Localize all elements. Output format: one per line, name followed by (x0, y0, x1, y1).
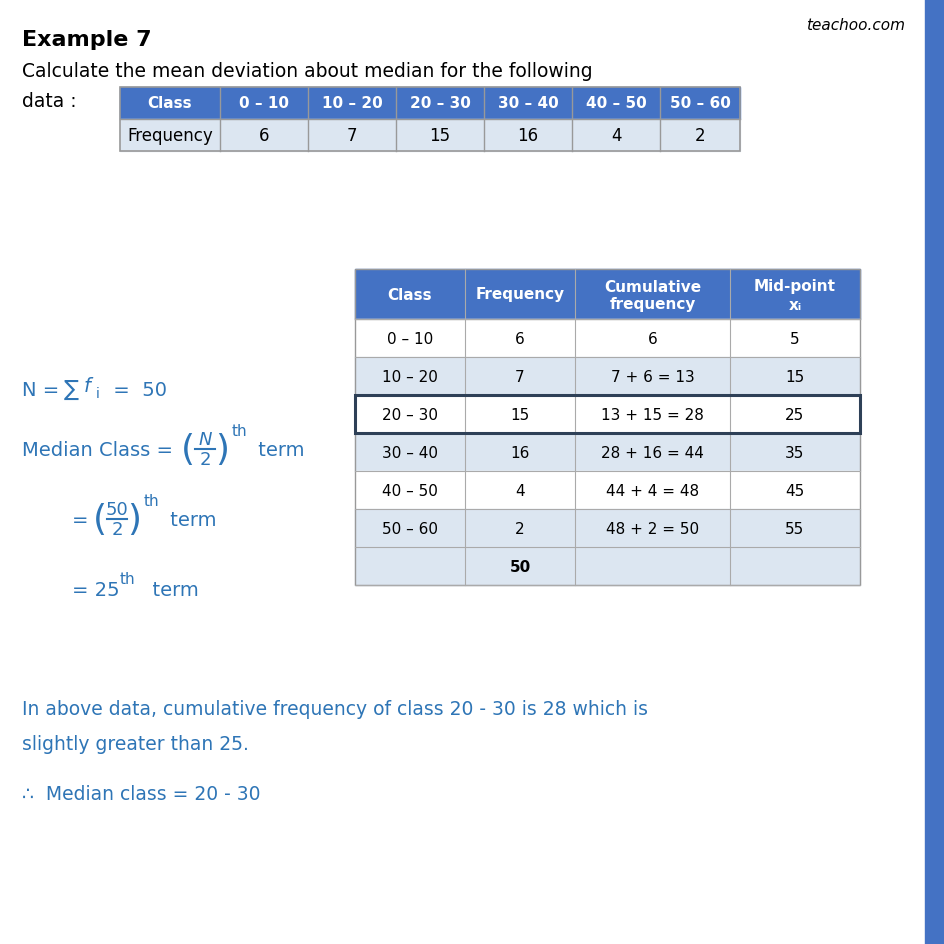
Bar (355, 548, 859, 585)
Text: slightly greater than 25.: slightly greater than 25. (22, 734, 248, 753)
Text: 2: 2 (514, 521, 524, 536)
Text: 16: 16 (517, 126, 538, 144)
Text: 15: 15 (510, 407, 529, 422)
Text: 16: 16 (510, 445, 530, 460)
Text: Frequency: Frequency (127, 126, 212, 144)
Text: 7 + 6 = 13: 7 + 6 = 13 (610, 369, 694, 384)
Text: 4: 4 (610, 126, 620, 144)
Text: data :: data : (22, 92, 76, 110)
Text: 6: 6 (647, 331, 657, 346)
Text: 2: 2 (111, 520, 123, 538)
Text: (: ( (93, 502, 107, 536)
Text: Cumulative: Cumulative (603, 279, 700, 295)
Text: ∑: ∑ (64, 379, 79, 399)
Text: 45: 45 (784, 483, 803, 498)
Text: th: th (120, 572, 136, 587)
Text: 15: 15 (429, 126, 450, 144)
Text: ): ) (215, 432, 228, 466)
Text: (: ( (180, 432, 194, 466)
Text: 40 – 50: 40 – 50 (585, 96, 646, 111)
Text: N =: N = (22, 380, 65, 399)
Text: 30 – 40: 30 – 40 (497, 96, 558, 111)
Text: Mid-point: Mid-point (753, 279, 835, 295)
Text: 20 – 30: 20 – 30 (409, 96, 470, 111)
Text: xᵢ: xᵢ (787, 297, 801, 312)
Text: 15: 15 (784, 369, 803, 384)
Bar (355, 270, 859, 320)
Text: 50: 50 (106, 500, 128, 518)
Text: ∴  Median class = 20 - 30: ∴ Median class = 20 - 30 (22, 784, 261, 803)
Bar (355, 396, 859, 433)
Text: 30 – 40: 30 – 40 (381, 445, 437, 460)
Text: Median Class =: Median Class = (22, 440, 179, 459)
Bar (355, 396, 859, 433)
Text: 28 + 16 = 44: 28 + 16 = 44 (600, 445, 703, 460)
Text: 10 – 20: 10 – 20 (381, 369, 437, 384)
Text: 2: 2 (694, 126, 704, 144)
Text: N: N (198, 430, 211, 448)
Text: 2: 2 (199, 450, 211, 468)
Text: 55: 55 (784, 521, 803, 536)
Text: ): ) (126, 502, 141, 536)
Text: th: th (232, 424, 247, 439)
Text: = 25: = 25 (72, 580, 120, 598)
Text: 13 + 15 = 28: 13 + 15 = 28 (600, 407, 703, 422)
Text: 20 – 30: 20 – 30 (381, 407, 437, 422)
Text: 7: 7 (514, 369, 524, 384)
Text: Frequency: Frequency (475, 287, 564, 302)
Text: 7: 7 (346, 126, 357, 144)
Text: =  50: = 50 (107, 380, 167, 399)
Text: 40 – 50: 40 – 50 (381, 483, 437, 498)
Bar (120, 120, 739, 152)
Bar (355, 358, 859, 396)
Text: In above data, cumulative frequency of class 20 - 30 is 28 which is: In above data, cumulative frequency of c… (22, 700, 648, 718)
Bar (355, 270, 859, 585)
Text: Calculate the mean deviation about median for the following: Calculate the mean deviation about media… (22, 62, 592, 81)
Text: frequency: frequency (609, 297, 695, 312)
Text: term: term (252, 440, 304, 459)
Bar (924, 0, 944, 944)
Text: 50 – 60: 50 – 60 (381, 521, 437, 536)
Text: 50 – 60: 50 – 60 (669, 96, 730, 111)
Bar (355, 433, 859, 471)
Text: teachoo.com: teachoo.com (805, 18, 904, 33)
Bar (120, 88, 739, 152)
Text: term: term (140, 580, 198, 598)
Text: 0 – 10: 0 – 10 (386, 331, 432, 346)
Text: f: f (84, 376, 91, 396)
Text: 44 + 4 = 48: 44 + 4 = 48 (605, 483, 699, 498)
Text: 0 – 10: 0 – 10 (239, 96, 289, 111)
Text: 25: 25 (784, 407, 803, 422)
Text: 6: 6 (514, 331, 524, 346)
Text: 50: 50 (509, 559, 531, 574)
Text: 35: 35 (784, 445, 804, 460)
Text: Example 7: Example 7 (22, 30, 151, 50)
Bar (355, 471, 859, 510)
Text: Class: Class (387, 287, 431, 302)
Bar (120, 88, 739, 120)
Text: th: th (143, 494, 160, 509)
Text: term: term (164, 510, 216, 529)
Text: 5: 5 (789, 331, 799, 346)
Text: 6: 6 (259, 126, 269, 144)
Bar (355, 320, 859, 358)
Text: =: = (72, 510, 94, 529)
Text: 48 + 2 = 50: 48 + 2 = 50 (605, 521, 699, 536)
Text: 4: 4 (514, 483, 524, 498)
Text: 10 – 20: 10 – 20 (321, 96, 382, 111)
Text: Class: Class (147, 96, 193, 111)
Text: i: i (96, 387, 100, 400)
Bar (355, 510, 859, 548)
